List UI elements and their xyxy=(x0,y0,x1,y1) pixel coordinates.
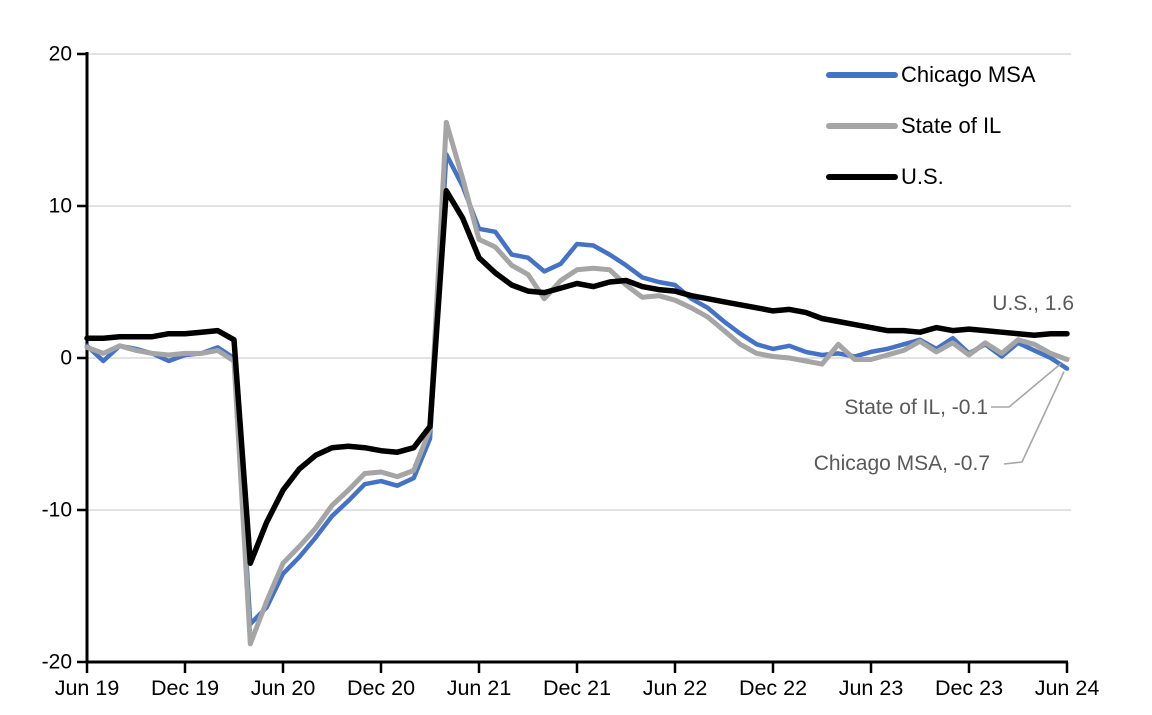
x-tick-label: Jun 20 xyxy=(251,676,316,700)
x-tick-label: Dec 19 xyxy=(151,676,219,700)
x-tick-label: Dec 23 xyxy=(935,676,1003,700)
legend-swatch-chicago-msa xyxy=(826,71,898,78)
legend-swatch-state-of-il xyxy=(826,122,898,129)
legend-label-state-of-il: State of IL xyxy=(901,112,1002,138)
x-tick-label: Jun 22 xyxy=(643,676,708,700)
series-line-u-s xyxy=(84,188,1070,566)
chart-legend: Chicago MSA State of IL U.S. xyxy=(826,60,1036,213)
x-tick-label: Jun 23 xyxy=(839,676,904,700)
legend-label-us: U.S. xyxy=(901,163,944,189)
legend-item-us: U.S. xyxy=(826,162,1036,191)
y-tick-label: 10 xyxy=(49,195,72,218)
leader-line-chicago-msa xyxy=(1003,371,1065,465)
x-tick-label: Dec 21 xyxy=(543,676,611,700)
y-tick-label: 20 xyxy=(49,43,72,66)
leader-line-state-of-il xyxy=(991,362,1062,408)
y-tick-label: -10 xyxy=(42,499,72,522)
y-tick-label: 0 xyxy=(60,347,72,370)
x-tick-label: Dec 22 xyxy=(739,676,807,700)
annotation-chicago-msa: Chicago MSA, -0.7 xyxy=(813,452,990,475)
annotation-us: U.S., 1.6 xyxy=(992,292,1074,315)
legend-swatch-us xyxy=(826,173,898,180)
legend-item-chicago-msa: Chicago MSA xyxy=(826,60,1036,89)
x-tick-label: Jun 24 xyxy=(1035,676,1100,700)
annotation-state-of-il: State of IL, -0.1 xyxy=(844,396,988,419)
x-tick-label: Jun 19 xyxy=(55,676,120,700)
legend-item-state-of-il: State of IL xyxy=(826,111,1036,140)
y-tick-label: -20 xyxy=(42,651,72,674)
legend-label-chicago-msa: Chicago MSA xyxy=(901,61,1036,87)
x-tick-label: Jun 21 xyxy=(447,676,512,700)
x-tick-label: Dec 20 xyxy=(347,676,415,700)
series-line-state-of-il xyxy=(84,119,1070,647)
